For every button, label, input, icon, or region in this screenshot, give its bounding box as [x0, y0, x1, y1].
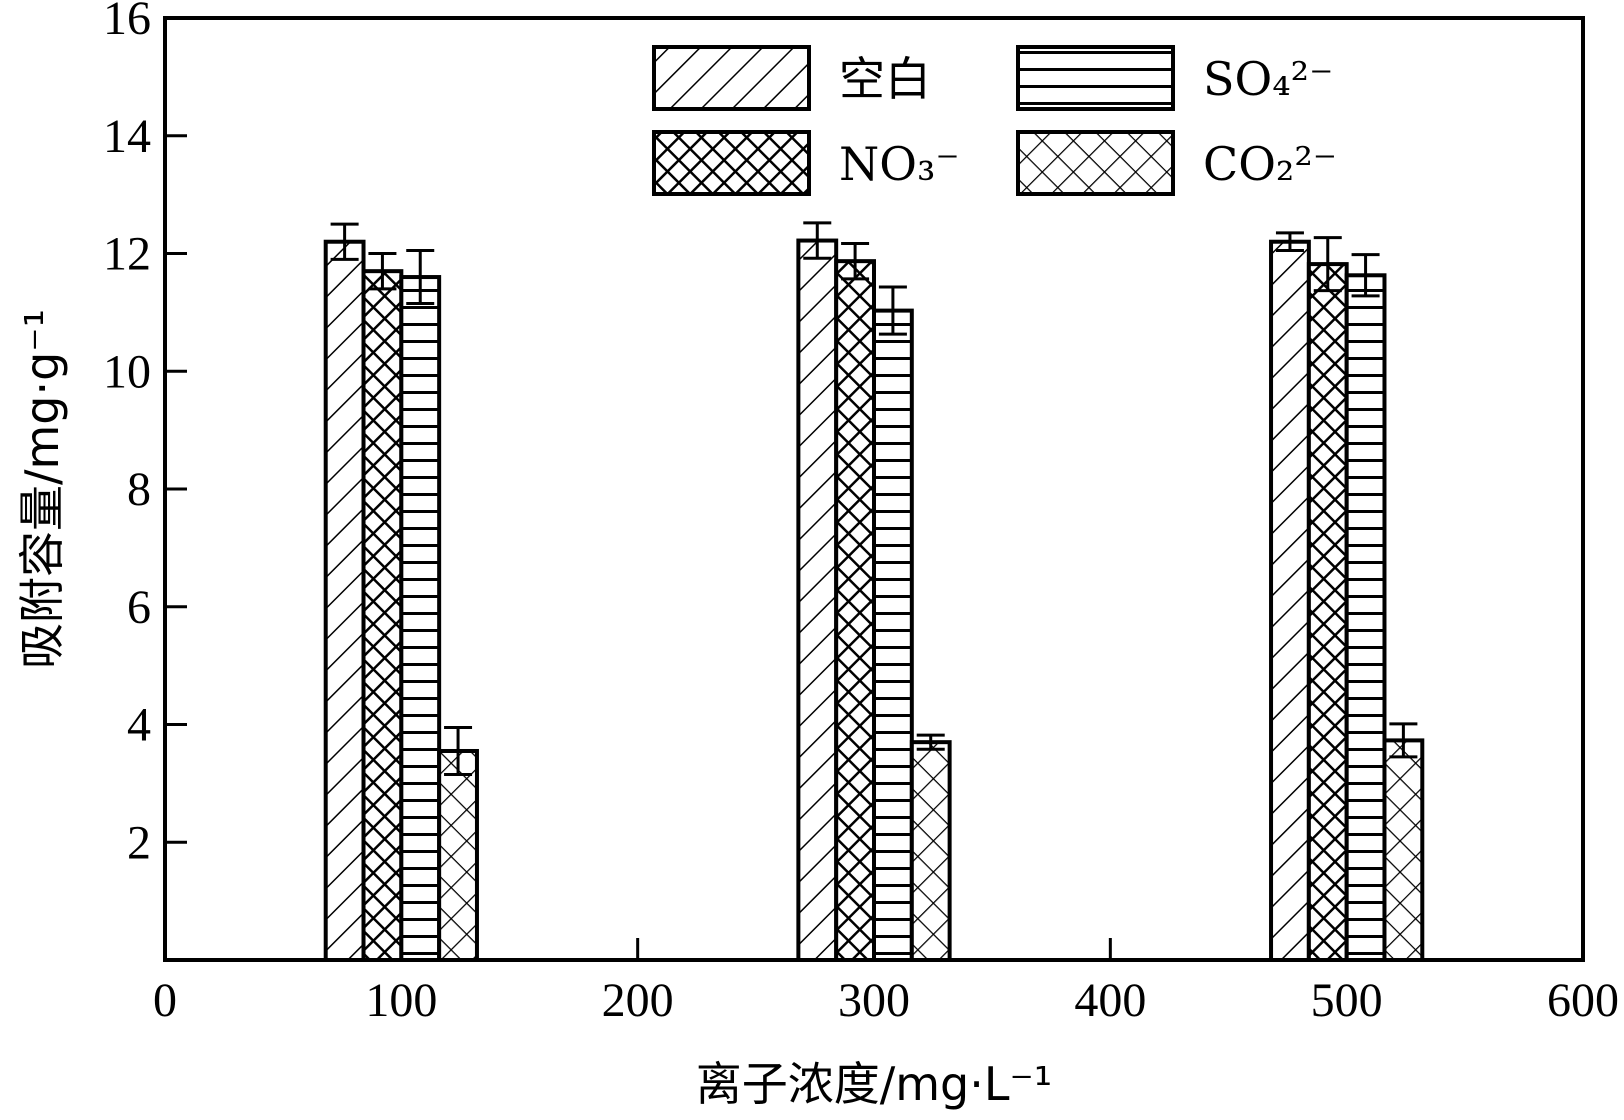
legend-item-1: 空白	[652, 45, 931, 111]
error-bar-500-2	[1313, 236, 1342, 293]
y-tick-label-6: 6	[127, 581, 151, 634]
error-bar-100-4	[444, 725, 473, 777]
legend-item-4: CO₂²⁻	[1016, 130, 1337, 196]
error-bar-300-4	[916, 733, 945, 751]
legend: 空白 SO₄²⁻ NO₃⁻ CO₂²⁻	[652, 45, 1337, 196]
bar-100-1	[323, 239, 366, 963]
error-bar-100-1	[330, 222, 359, 261]
legend-swatch-1	[652, 45, 811, 111]
bar-500-1	[1269, 239, 1311, 963]
bar-500-4	[1382, 738, 1425, 962]
legend-item-3: SO₄²⁻	[1016, 45, 1333, 111]
x-axis-ticks: 0 100 200 300 400 500 600	[153, 938, 1619, 1027]
error-bars-layer	[330, 221, 1418, 777]
bars-layer	[323, 238, 1425, 963]
error-bar-100-2	[368, 252, 397, 291]
x-tick-label-300: 300	[838, 974, 910, 1027]
x-tick-label-0: 0	[153, 974, 177, 1027]
x-tick-label-500: 500	[1311, 974, 1383, 1027]
x-tick-label-400: 400	[1074, 974, 1146, 1027]
error-bar-300-2	[841, 241, 870, 281]
error-bar-300-3	[878, 285, 907, 336]
legend-swatch-2	[652, 130, 811, 196]
legend-swatch-4	[1016, 130, 1175, 196]
legend-swatch-3	[1016, 45, 1175, 111]
bar-100-4	[437, 748, 479, 963]
error-bar-500-1	[1275, 231, 1304, 253]
y-tick-label-10: 10	[103, 345, 151, 398]
bar-500-3	[1344, 273, 1387, 962]
error-bar-500-3	[1351, 253, 1380, 298]
y-tick-label-16: 16	[103, 0, 151, 45]
legend-label-2: NO₃⁻	[839, 137, 960, 191]
error-bar-300-1	[803, 221, 832, 260]
legend-label-1: 空白	[839, 52, 931, 106]
y-tick-label-4: 4	[127, 699, 151, 752]
x-axis-title: 离子浓度/mg·L⁻¹	[696, 1057, 1052, 1111]
bar-300-3	[872, 308, 914, 962]
y-tick-label-2: 2	[127, 816, 151, 869]
x-tick-label-200: 200	[602, 974, 674, 1027]
error-bar-500-4	[1389, 722, 1418, 759]
y-axis-ticks: 2 4 6 8 10 12 14 16	[103, 0, 187, 869]
bar-500-2	[1306, 262, 1349, 963]
legend-label-4: CO₂²⁻	[1203, 137, 1337, 191]
bar-100-2	[361, 269, 404, 963]
legend-label-3: SO₄²⁻	[1203, 52, 1333, 106]
bar-300-4	[909, 740, 952, 962]
error-bar-100-3	[406, 249, 435, 306]
bar-300-2	[834, 259, 876, 962]
y-tick-label-14: 14	[103, 110, 151, 163]
x-tick-label-100: 100	[365, 974, 437, 1027]
y-tick-label-12: 12	[103, 228, 151, 281]
bar-100-3	[399, 275, 442, 962]
legend-item-2: NO₃⁻	[652, 130, 960, 196]
y-tick-label-8: 8	[127, 463, 151, 516]
y-axis-title: 吸附容量/mg·g⁻¹	[15, 309, 69, 669]
x-tick-label-600: 600	[1547, 974, 1619, 1027]
bar-300-1	[796, 238, 839, 963]
